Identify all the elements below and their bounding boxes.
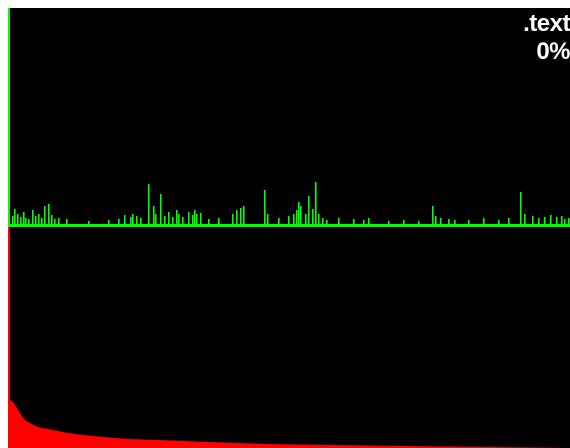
- top-spike-mark: [532, 216, 534, 224]
- top-spike-mark: [454, 220, 456, 224]
- top-spike-mark: [308, 196, 310, 224]
- top-spike-mark: [66, 219, 68, 224]
- top-spike-mark: [118, 219, 120, 224]
- bottom-decay-shape: [8, 353, 570, 448]
- top-plot-layer: [8, 8, 570, 228]
- top-spike-mark: [188, 212, 190, 224]
- top-spike-mark: [418, 221, 420, 224]
- top-spike-mark: [160, 194, 162, 224]
- bottom-plot-layer: [8, 227, 570, 448]
- top-spike-mark: [132, 214, 134, 224]
- top-spike-mark: [312, 209, 314, 224]
- top-spike-mark: [363, 220, 365, 224]
- top-spike-mark: [293, 214, 295, 224]
- top-spike-mark: [136, 216, 138, 224]
- top-baseline: [8, 224, 570, 227]
- top-spike-mark: [140, 218, 142, 224]
- top-spike-mark: [556, 217, 558, 224]
- top-left-boundary-line: [8, 8, 10, 228]
- top-spike-mark: [524, 214, 526, 224]
- top-spike-mark: [196, 214, 198, 224]
- top-spike-mark: [232, 214, 234, 224]
- top-spike-mark: [338, 218, 340, 224]
- top-spike-mark: [568, 218, 570, 224]
- top-spike-mark: [508, 218, 510, 224]
- top-spike-mark: [164, 216, 166, 224]
- top-spike-mark: [243, 206, 245, 224]
- top-spike-mark: [264, 190, 266, 224]
- top-spike-mark: [41, 218, 43, 224]
- top-spike-mark: [368, 218, 370, 224]
- top-spike-mark: [148, 184, 150, 224]
- percent-label: 0%: [536, 38, 570, 65]
- top-spike-mark: [564, 219, 566, 224]
- top-spike-mark: [298, 202, 300, 224]
- top-spike-mark: [236, 210, 238, 224]
- top-spike-mark: [432, 206, 434, 224]
- top-spike-mark: [288, 216, 290, 224]
- top-spike-mark: [88, 221, 90, 224]
- top-spike-mark: [520, 192, 522, 224]
- top-spike-mark: [483, 218, 485, 224]
- top-spike-mark: [32, 210, 34, 224]
- bottom-left-boundary-line: [8, 227, 10, 448]
- top-spike-mark: [44, 206, 46, 224]
- top-spike-mark: [218, 218, 220, 224]
- top-spike-mark: [108, 220, 110, 224]
- top-spike-mark: [318, 214, 320, 224]
- top-spike-mark: [58, 218, 60, 224]
- top-spike-mark: [192, 215, 194, 224]
- top-spike-mark: [305, 214, 307, 224]
- top-spike-mark: [194, 210, 196, 224]
- top-spike-mark: [435, 216, 437, 224]
- top-spike-mark: [14, 209, 16, 224]
- top-spike-mark: [353, 219, 355, 224]
- top-spike-mark: [300, 206, 302, 224]
- top-spike-mark: [20, 217, 22, 224]
- top-spike-mark: [48, 204, 50, 224]
- status-overlay: .text 0%: [523, 10, 570, 66]
- top-spike-mark: [561, 216, 563, 224]
- top-spike-mark: [403, 220, 405, 224]
- top-spike-mark: [124, 215, 126, 224]
- top-spike-mark: [172, 217, 174, 224]
- top-spike-mark: [440, 218, 442, 224]
- top-spike-mark: [38, 214, 40, 224]
- top-spike-mark: [544, 217, 546, 224]
- top-spike-mark: [388, 221, 390, 224]
- top-spike-mark: [182, 217, 184, 224]
- top-spike-mark: [23, 212, 25, 224]
- top-spike-mark: [322, 218, 324, 224]
- top-spike-mark: [538, 218, 540, 224]
- top-spike-mark: [12, 216, 14, 224]
- top-spike-mark: [54, 219, 56, 224]
- top-spike-mark: [200, 213, 202, 224]
- top-spike-mark: [25, 218, 27, 224]
- top-spike-mark: [240, 208, 242, 224]
- top-spike-mark: [550, 215, 552, 224]
- top-spike-mark: [208, 219, 210, 224]
- top-spike-mark: [468, 220, 470, 224]
- visualizer-canvas: [8, 8, 570, 448]
- top-spike-mark: [35, 216, 37, 224]
- top-spike-mark: [51, 215, 53, 224]
- top-spike-mark: [267, 214, 269, 224]
- top-spike-mark: [326, 220, 328, 224]
- top-spike-mark: [130, 217, 132, 224]
- top-spike-mark: [296, 210, 298, 224]
- top-spike-mark: [155, 214, 157, 224]
- top-spike-mark: [178, 214, 180, 224]
- top-spike-mark: [153, 206, 155, 224]
- section-name-label: .text: [523, 10, 570, 37]
- top-spike-mark: [278, 218, 280, 224]
- top-spike-mark: [168, 212, 170, 224]
- visualizer-panel: .text 0%: [8, 8, 570, 448]
- top-spike-mark: [17, 214, 19, 224]
- top-spike-mark: [28, 219, 30, 224]
- top-spike-mark: [315, 182, 317, 224]
- top-spike-mark: [176, 210, 178, 224]
- top-spike-mark: [498, 220, 500, 224]
- top-spike-mark: [448, 219, 450, 224]
